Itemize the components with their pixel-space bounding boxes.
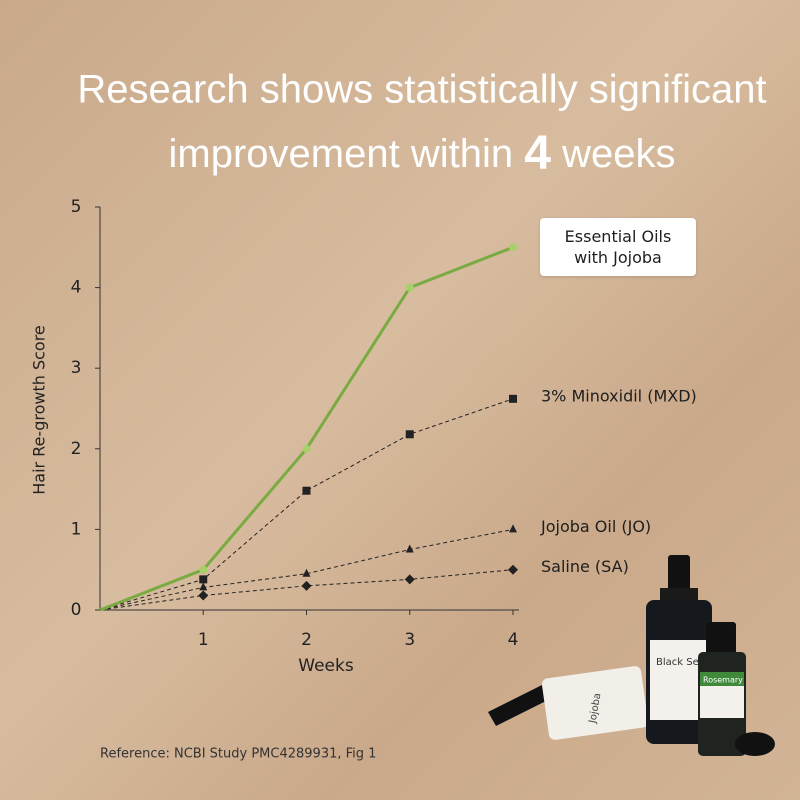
x-tick-label: 3 (404, 630, 415, 650)
data-point (199, 565, 208, 574)
y-tick-label: 1 (71, 519, 82, 539)
data-point (404, 574, 415, 585)
reference: Reference: NCBI Study PMC4289931, Fig 1 (100, 747, 376, 762)
y-tick-label: 0 (71, 600, 82, 620)
title-line: Research shows statistically significant (77, 68, 766, 112)
title-part: weeks (561, 132, 675, 176)
series-line (99, 398, 514, 611)
y-tick-label: 5 (71, 197, 82, 217)
product-label: Black Seed (656, 657, 711, 668)
title-highlight: 4 (524, 127, 551, 180)
x-tick-label: 2 (301, 630, 312, 650)
x-tick-label: 4 (508, 630, 519, 650)
data-point (199, 575, 208, 584)
data-point (301, 580, 312, 591)
y-tick-label: 4 (71, 278, 82, 298)
data-point (509, 243, 517, 252)
x-axis-label: Weeks (298, 656, 354, 676)
series-line (99, 569, 514, 611)
series-label: Saline (SA) (541, 557, 629, 576)
data-point (405, 283, 414, 292)
data-point (405, 544, 414, 553)
data-point (302, 568, 311, 577)
data-point (405, 430, 414, 439)
y-tick-label: 2 (71, 439, 82, 459)
title-part: improvement within (169, 132, 514, 176)
product-label: Jojoba (587, 692, 603, 725)
data-point (302, 486, 311, 495)
series-label: 3% Minoxidil (MXD) (541, 386, 697, 405)
data-point (199, 582, 208, 591)
data-point (509, 394, 517, 403)
data-point (198, 590, 209, 601)
product-image: Jojoba Black Seed Rosemary (488, 555, 775, 756)
y-tick-label: 3 (71, 358, 82, 378)
data-point (302, 444, 311, 453)
series-callout: Essential Oils with Jojoba (540, 218, 696, 276)
x-tick-label: 1 (198, 630, 209, 650)
title-line: improvement within 4 weeks (169, 127, 676, 180)
series-label: Jojoba Oil (JO) (540, 517, 651, 536)
product-label: Rosemary (703, 676, 743, 685)
data-point (508, 564, 518, 575)
series-line (99, 528, 514, 611)
y-axis-label: Hair Re-growth Score (30, 325, 49, 495)
data-point (509, 524, 517, 533)
